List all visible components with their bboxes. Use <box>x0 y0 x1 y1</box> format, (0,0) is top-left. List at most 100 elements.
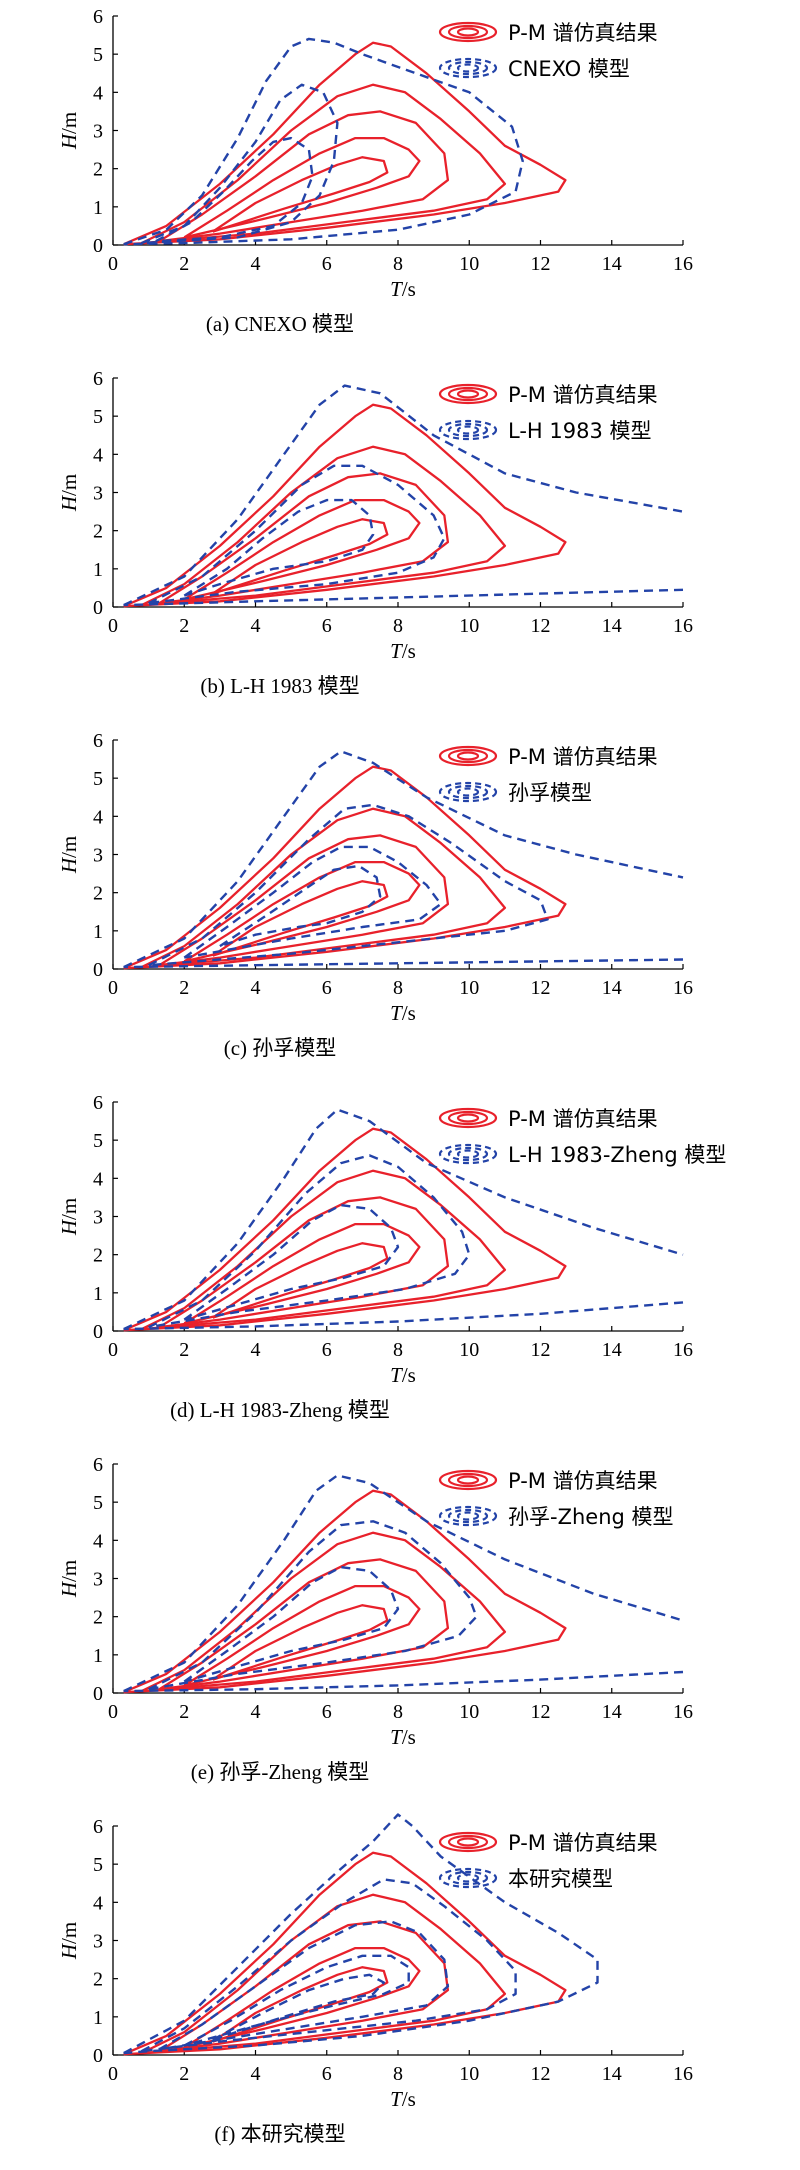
x-tick-label: 0 <box>108 1701 118 1723</box>
y-tick-label: 1 <box>93 197 103 219</box>
y-tick-label: 5 <box>93 1492 103 1514</box>
pm-contour-line <box>123 1127 567 1332</box>
y-tick-label: 0 <box>93 959 103 981</box>
legend-swatch-model <box>438 1867 498 1889</box>
y-tick-label: 6 <box>93 1454 103 1476</box>
pm-contour-line <box>158 110 450 243</box>
legend-swatch-pm <box>438 383 498 405</box>
y-tick-label: 3 <box>93 1569 103 1591</box>
legend-swatch-pm <box>438 1469 498 1491</box>
pm-contour-line <box>183 498 421 601</box>
x-tick-label: 14 <box>602 615 622 637</box>
pm-contour-line <box>140 1531 507 1693</box>
y-tick-label: 4 <box>93 1530 103 1552</box>
chart-panel-f: 0 2 4 6 8 10 12 14 16 0 1 2 3 4 5 6 T/s H/m P-M 谱仿真结果 本研究模型… <box>0 1810 800 2170</box>
y-tick-label: 1 <box>93 559 103 581</box>
model-contour-line <box>183 845 442 959</box>
x-tick-label: 8 <box>393 253 403 275</box>
pm-contour-line <box>123 765 567 970</box>
y-tick-label: 3 <box>93 845 103 867</box>
y-axis-label: H/m <box>57 112 81 150</box>
chart-caption-e: (e) 孙孚-Zheng 模型 <box>190 1760 370 1784</box>
x-axis-label: T/s <box>390 639 416 663</box>
model-contour-line <box>123 37 524 246</box>
y-tick-label: 1 <box>93 1283 103 1305</box>
pm-contour-line <box>140 1893 507 2055</box>
x-tick-label: 8 <box>393 977 403 999</box>
pm-contour-line <box>140 807 507 969</box>
model-contour-line <box>158 1920 450 2051</box>
pm-contour-line <box>123 41 567 246</box>
legend-label-pm: P-M 谱仿真结果 <box>508 21 658 45</box>
y-tick-label: 1 <box>93 1645 103 1667</box>
x-tick-label: 10 <box>459 977 479 999</box>
y-tick-label: 5 <box>93 1854 103 1876</box>
y-tick-label: 0 <box>93 235 103 257</box>
x-tick-label: 8 <box>393 1339 403 1361</box>
y-tick-label: 3 <box>93 483 103 505</box>
y-axis-label: H/m <box>57 1198 81 1236</box>
legend-swatch-model <box>438 57 498 79</box>
x-tick-label: 2 <box>179 253 189 275</box>
x-tick-label: 0 <box>108 2063 118 2085</box>
x-tick-label: 6 <box>322 1339 332 1361</box>
y-tick-label: 6 <box>93 730 103 752</box>
y-tick-label: 0 <box>93 1683 103 1705</box>
x-tick-label: 0 <box>108 615 118 637</box>
x-tick-label: 4 <box>251 1339 261 1361</box>
y-tick-label: 0 <box>93 1321 103 1343</box>
y-tick-label: 2 <box>93 1245 103 1267</box>
x-axis-label: T/s <box>390 277 416 301</box>
pm-contour-line <box>123 1489 567 1694</box>
legend-swatch-model <box>438 1505 498 1527</box>
legend-swatch-model <box>438 419 498 441</box>
model-contour-line <box>155 136 314 243</box>
y-tick-label: 5 <box>93 44 103 66</box>
y-tick-label: 3 <box>93 1207 103 1229</box>
legend-label-pm: P-M 谱仿真结果 <box>508 1469 658 1493</box>
chart-caption-b: (b) L-H 1983 模型 <box>200 674 360 698</box>
x-tick-label: 8 <box>393 2063 403 2085</box>
chart-caption-f: (f) 本研究模型 <box>214 2122 346 2146</box>
x-tick-label: 6 <box>322 977 332 999</box>
chart-panel-b: 0 2 4 6 8 10 12 14 16 0 1 2 3 4 5 6 T/s H/m P-M 谱仿真结果 L-H 1… <box>0 362 800 722</box>
pm-contour-line <box>158 834 450 967</box>
x-tick-label: 2 <box>179 1701 189 1723</box>
legend-label-pm: P-M 谱仿真结果 <box>508 1107 658 1131</box>
y-tick-label: 3 <box>93 121 103 143</box>
x-tick-label: 10 <box>459 2063 479 2085</box>
x-tick-label: 14 <box>602 1339 622 1361</box>
pm-contour-line <box>183 860 421 963</box>
x-axis-label: T/s <box>390 1363 416 1387</box>
y-axis-label: H/m <box>57 474 81 512</box>
pm-contour-line <box>183 1946 421 2049</box>
x-axis-label: T/s <box>390 1725 416 1749</box>
x-tick-label: 10 <box>459 615 479 637</box>
pm-contour-line <box>140 83 507 245</box>
x-tick-label: 0 <box>108 1339 118 1361</box>
x-tick-label: 4 <box>251 977 261 999</box>
pm-contour-line <box>158 1558 450 1691</box>
x-axis-label: T/s <box>390 1001 416 1025</box>
model-contour-line <box>141 83 339 245</box>
legend-swatch-pm <box>438 1107 498 1129</box>
model-contour-line <box>123 1301 684 1331</box>
y-tick-label: 0 <box>93 597 103 619</box>
chart-caption-a: (a) CNEXO 模型 <box>205 312 355 336</box>
model-contour-line <box>148 803 549 967</box>
x-tick-label: 2 <box>179 1339 189 1361</box>
model-contour-line <box>148 1154 471 1329</box>
x-tick-label: 16 <box>673 1701 693 1723</box>
y-tick-label: 2 <box>93 883 103 905</box>
model-contour-line <box>212 1973 385 2041</box>
y-tick-label: 6 <box>93 368 103 390</box>
pm-contour-line <box>140 445 507 607</box>
model-contour-line <box>183 1203 400 1321</box>
legend-label-model: L-H 1983-Zheng 模型 <box>508 1143 726 1167</box>
x-tick-label: 12 <box>531 1339 551 1361</box>
legend-label-model: 孙孚-Zheng 模型 <box>508 1505 674 1529</box>
model-contour-line <box>148 1520 478 1691</box>
